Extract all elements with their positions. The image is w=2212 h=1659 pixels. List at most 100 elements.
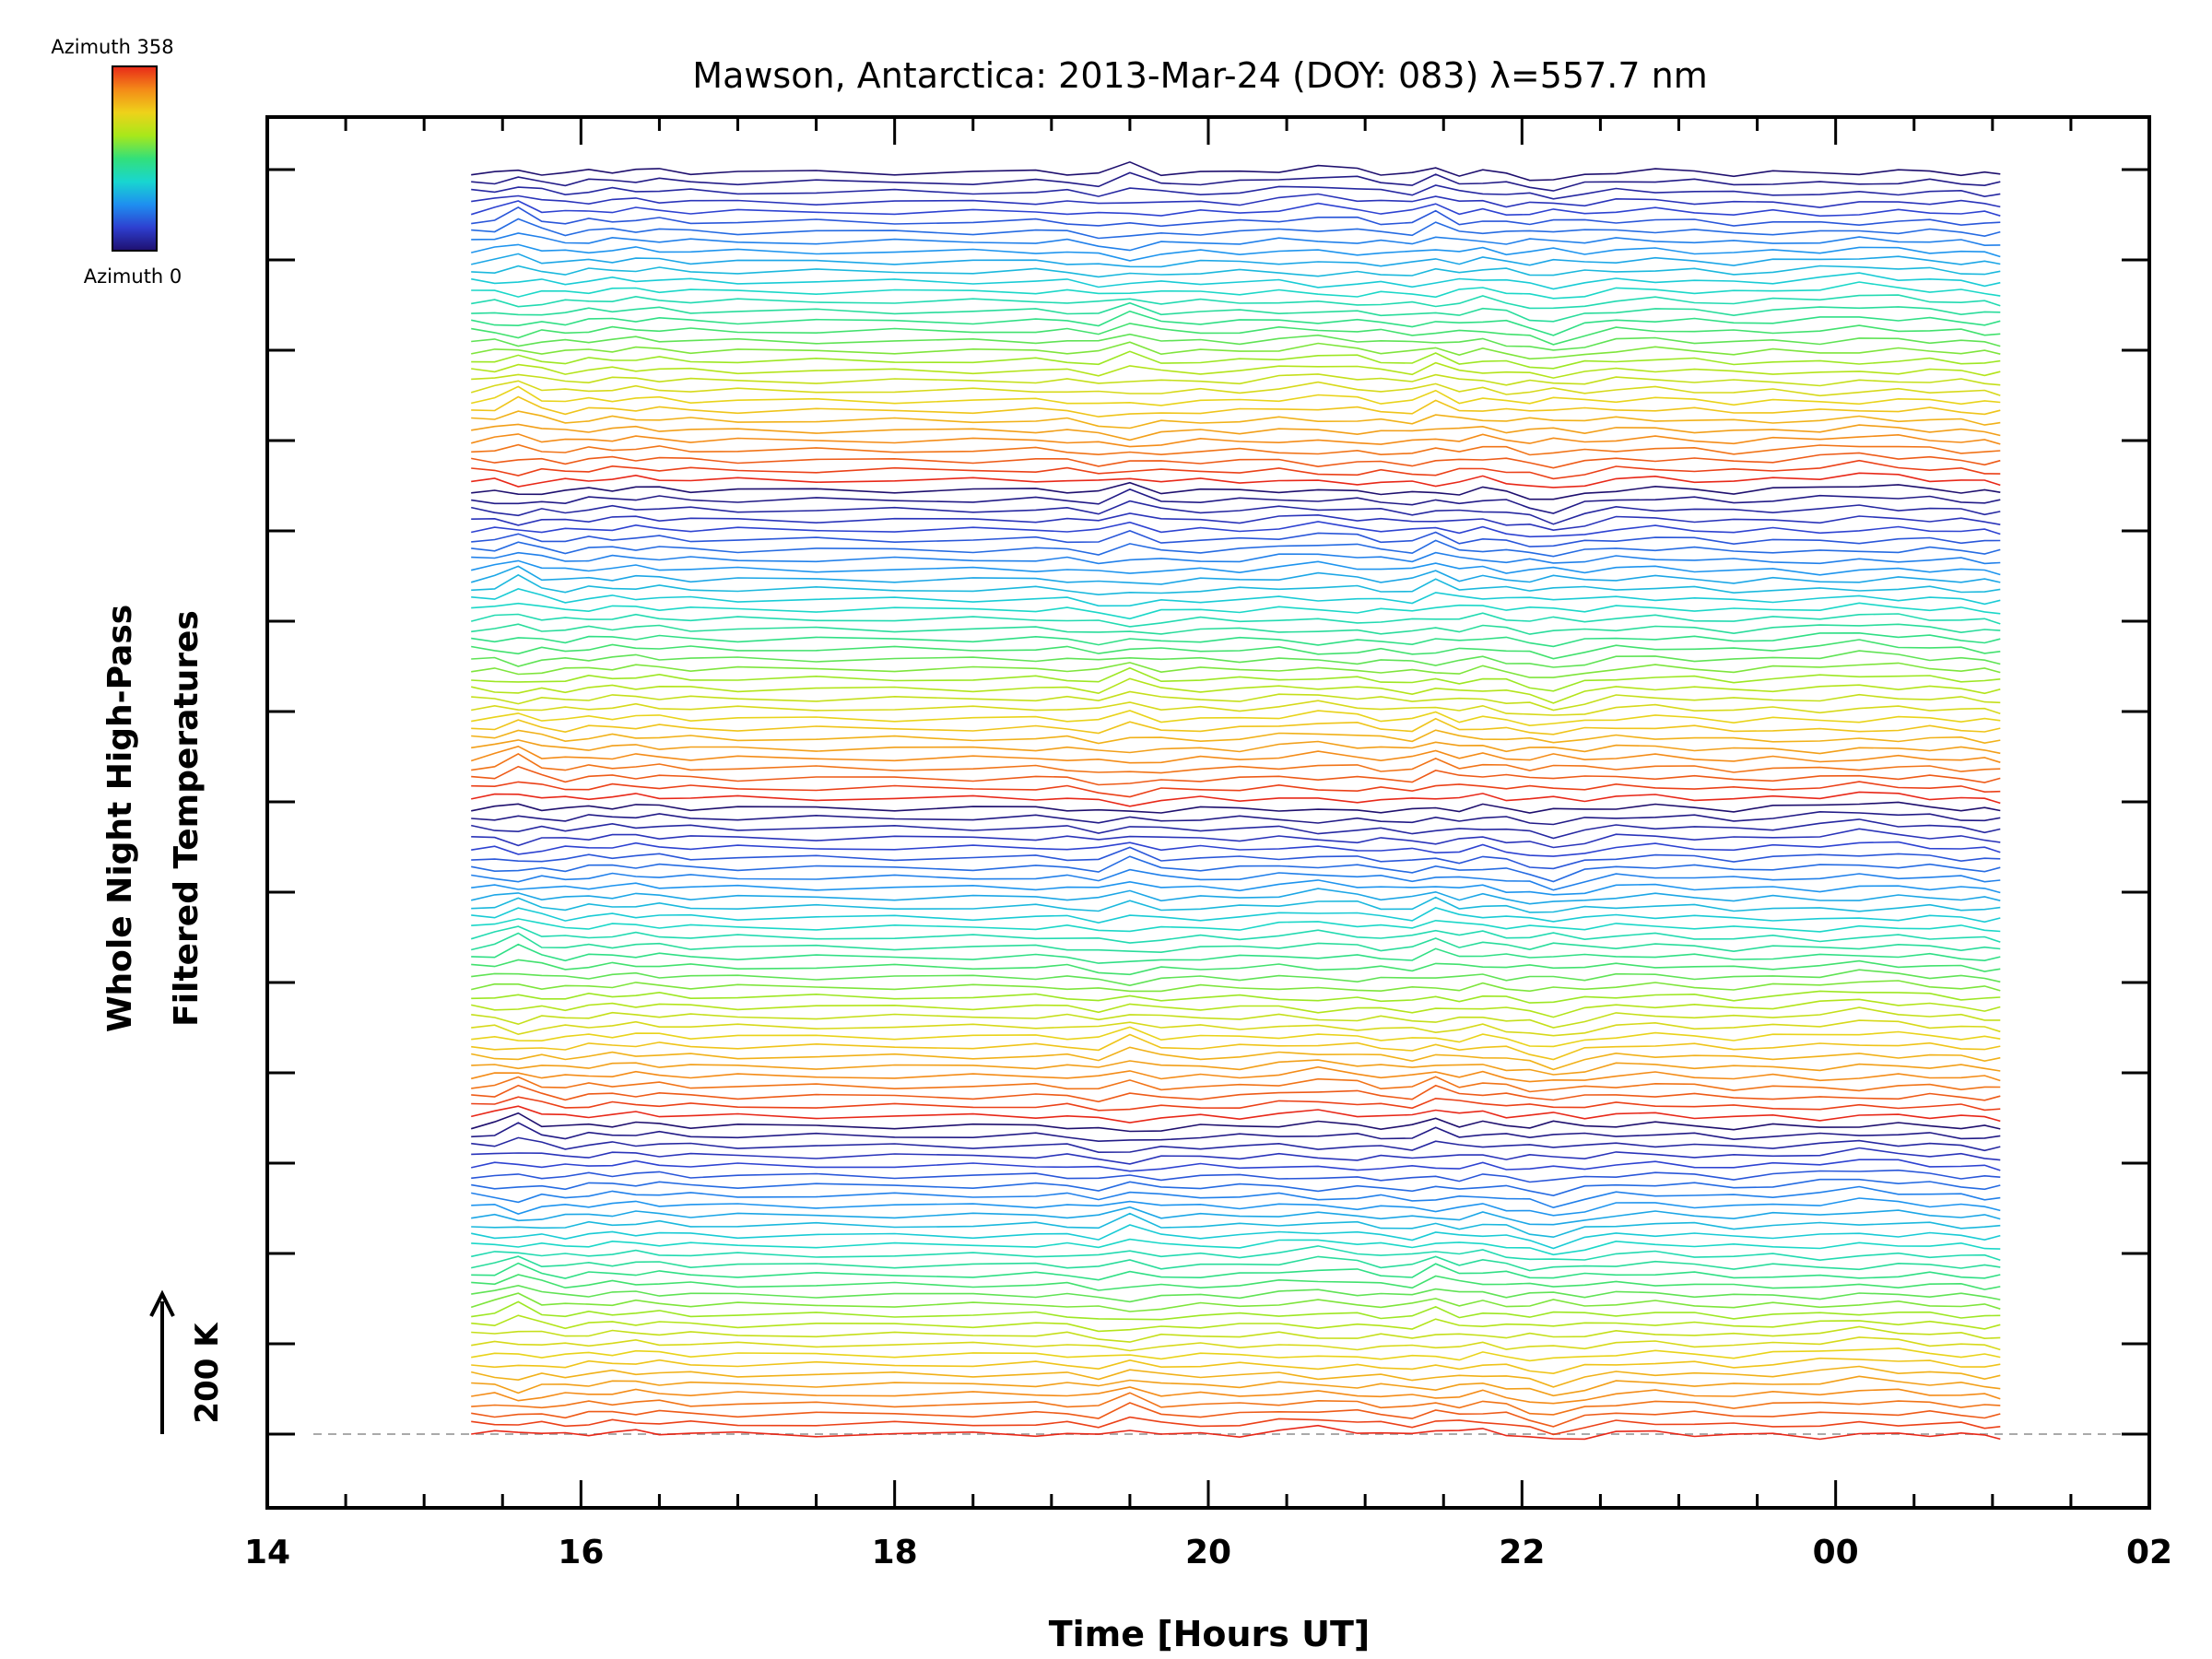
series-line <box>471 1402 2001 1428</box>
series-line <box>471 1096 2001 1112</box>
y-axis-label-line2: Filtered Temperatures <box>168 610 206 1027</box>
x-tick-label: 18 <box>872 1534 918 1571</box>
series-line <box>471 521 2001 538</box>
colorbar-top-label: Azimuth 358 <box>51 36 173 58</box>
series-line <box>470 380 2001 397</box>
series-line <box>471 1026 2001 1048</box>
axes: 14 16 18 20 22 00 02 <box>244 117 2172 1571</box>
series-line <box>471 588 2001 607</box>
series-line <box>471 879 2001 896</box>
series-line <box>471 530 2001 547</box>
x-tick-label: 02 <box>2126 1534 2172 1571</box>
series-line <box>471 1019 2001 1037</box>
series-line <box>471 980 2001 993</box>
series-line <box>471 1416 2001 1436</box>
series-line <box>471 631 2001 648</box>
series-line <box>471 990 2001 1004</box>
series-line <box>471 395 2001 418</box>
series-line <box>471 662 2001 678</box>
series-line <box>471 452 2001 469</box>
series-line <box>471 1178 2001 1197</box>
series-line <box>471 1300 2001 1321</box>
series-line <box>471 1065 2001 1083</box>
series-line <box>471 943 2001 964</box>
series-line <box>471 443 2001 456</box>
series-line <box>471 710 2001 727</box>
series-line <box>471 1224 2001 1250</box>
series-line <box>471 666 2001 692</box>
series-line <box>471 781 2001 798</box>
series-line <box>471 818 2001 840</box>
series-line <box>471 1262 2001 1281</box>
series-line <box>471 1238 2001 1256</box>
series-line <box>470 925 2001 944</box>
series-line <box>471 1255 2001 1272</box>
series-line <box>471 690 2001 712</box>
series-line <box>471 410 2001 429</box>
series-line <box>471 160 2001 182</box>
series-line <box>471 1274 2001 1291</box>
x-tick-label: 20 <box>1185 1534 1231 1571</box>
series-line <box>471 1392 2001 1416</box>
series-line <box>471 1185 2001 1209</box>
x-axis-label: Time [Hours UT] <box>1049 1614 1371 1654</box>
series-line <box>471 301 2001 323</box>
series-line <box>471 1084 2001 1103</box>
series-line <box>471 373 2001 387</box>
series-line <box>471 623 2001 635</box>
series-line <box>471 323 2001 346</box>
series-line <box>471 918 2001 933</box>
series-line <box>471 1357 2001 1375</box>
series-line <box>471 573 2001 596</box>
series-line <box>471 765 2001 786</box>
series-line <box>471 459 2001 480</box>
series-line <box>471 717 2001 735</box>
series-line <box>470 200 2001 218</box>
chart-title: Mawson, Antarctica: 2013-Mar-24 (DOY: 08… <box>692 55 1707 96</box>
series-line <box>471 488 2001 514</box>
series-line <box>471 602 2001 620</box>
colorbar-gradient <box>112 65 158 252</box>
series-line <box>471 677 2001 704</box>
series-line <box>471 828 2001 849</box>
series-line <box>471 1212 2001 1239</box>
series-line <box>471 500 2001 525</box>
series-line <box>471 472 2001 488</box>
series-line <box>471 350 2001 370</box>
series-lines <box>470 160 2001 1441</box>
series-line <box>471 1245 2001 1262</box>
series-line <box>470 565 2001 585</box>
series-line <box>471 1365 2001 1388</box>
colorbar-bottom-label: Azimuth 0 <box>84 265 182 288</box>
series-line <box>471 385 2001 406</box>
series-line <box>471 752 2001 774</box>
series-line <box>471 1059 2001 1076</box>
series-line <box>471 1314 2001 1333</box>
scale-arrow-head <box>149 1289 175 1317</box>
series-line <box>471 729 2001 745</box>
series-line <box>471 512 2001 532</box>
series-line <box>471 846 2001 870</box>
series-line <box>471 841 2001 857</box>
series-line <box>471 184 2001 200</box>
series-line <box>471 539 2001 558</box>
x-tick-label: 22 <box>1499 1534 1545 1571</box>
y-axis-label: Whole Night High-Pass Filtered Temperatu… <box>101 605 206 1032</box>
series-line <box>471 1347 2001 1362</box>
series-line <box>470 612 2001 628</box>
series-line <box>471 294 2001 310</box>
series-line <box>471 171 2001 192</box>
series-line <box>471 253 2001 268</box>
series-line <box>471 896 2001 913</box>
series-line <box>471 1122 2001 1143</box>
series-line <box>471 265 2001 278</box>
series-line <box>471 1386 2001 1405</box>
series-line <box>471 1105 2001 1124</box>
series-line <box>471 888 2001 905</box>
scale-label: 200 K <box>189 1322 226 1424</box>
series-line <box>471 639 2001 660</box>
series-line <box>471 1424 2001 1441</box>
series-line <box>471 218 2001 240</box>
series-line <box>470 745 2001 764</box>
series-line <box>471 310 2001 336</box>
